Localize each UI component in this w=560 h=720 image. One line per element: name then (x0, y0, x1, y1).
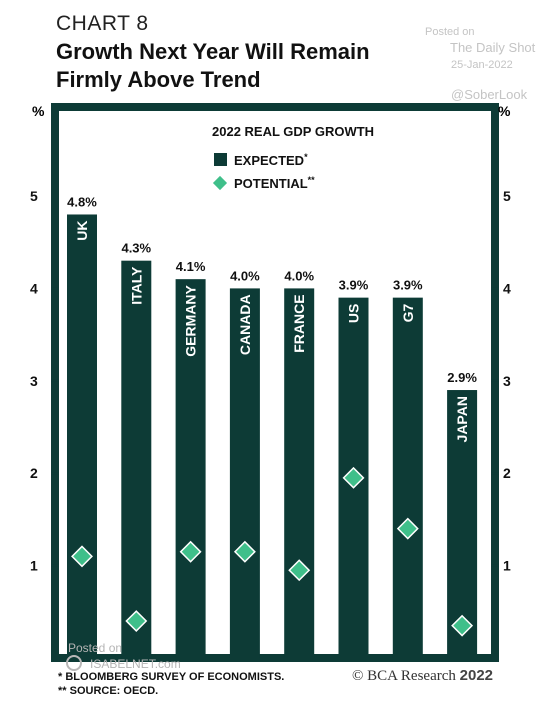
potential-marker-japan (451, 614, 474, 637)
footnote-2-mark: ** (58, 685, 67, 697)
chart-frame (51, 103, 499, 662)
data-label-us: 3.9% (339, 278, 369, 293)
legend-expected-mark: * (304, 152, 308, 162)
watermark-source: The Daily Shot (450, 40, 536, 55)
legend-expected-label: EXPECTED* (234, 152, 308, 168)
title-line-2: Firmly Above Trend (56, 67, 261, 92)
y-unit-right: % (498, 103, 511, 119)
data-label-japan: 2.9% (447, 370, 477, 385)
y-tick-right-label-1: 1 (503, 558, 511, 574)
potential-marker-uk (71, 545, 93, 568)
globe-icon (66, 655, 82, 671)
category-label-us: US (346, 304, 362, 323)
chart-number: CHART 8 (56, 12, 149, 35)
category-label-canada: CANADA (237, 294, 253, 355)
potential-marker-france (288, 559, 311, 582)
watermark-posted-on-2: Posted on (68, 641, 123, 655)
bar-france (284, 288, 315, 658)
data-label-germany: 4.1% (176, 259, 206, 274)
title-line-1: Growth Next Year Will Remain (56, 39, 370, 64)
y-tick-left-label-5: 5 (30, 188, 38, 204)
legend-potential-label: POTENTIAL** (234, 175, 315, 191)
data-label-g7: 3.9% (393, 278, 423, 293)
legend-expected-name: EXPECTED (234, 153, 304, 168)
brand-year: 2022 (459, 667, 494, 684)
footnote-1: * BLOOMBERG SURVEY OF ECONOMISTS. (58, 671, 284, 683)
bar-canada (229, 288, 260, 658)
legend-potential-mark: ** (308, 175, 316, 185)
y-tick-left-label-3: 3 (30, 373, 38, 389)
data-label-france: 4.0% (284, 268, 314, 283)
y-tick-left-label-2: 2 (30, 465, 38, 481)
watermark-date: 25-Jan-2022 (451, 59, 513, 71)
y-tick-right-label-5: 5 (503, 188, 511, 204)
data-label-canada: 4.0% (230, 268, 260, 283)
category-label-germany: GERMANY (183, 285, 199, 357)
footnote-1-mark: * (58, 671, 63, 683)
category-label-uk: UK (74, 220, 90, 240)
y-tick-right-label-2: 2 (503, 465, 511, 481)
legend-expected-swatch (214, 153, 227, 166)
bar-germany (175, 279, 206, 658)
watermark-handle: @SoberLook (451, 87, 528, 102)
brand-credit: © BCA Research 2022 (352, 667, 493, 685)
y-tick-left-label-4: 4 (30, 280, 38, 296)
legend-title: 2022 REAL GDP GROWTH (212, 124, 374, 139)
bar-italy (121, 260, 152, 658)
footnote-1-text: BLOOMBERG SURVEY OF ECONOMISTS. (65, 671, 285, 683)
legend-potential-name: POTENTIAL (234, 176, 308, 191)
brand-name: © BCA Research (352, 668, 456, 684)
footnote-2: ** SOURCE: OECD. (58, 685, 158, 697)
bar-uk (67, 214, 97, 659)
potential-marker-italy (125, 610, 148, 633)
category-label-italy: ITALY (128, 266, 144, 305)
data-label-italy: 4.3% (121, 241, 151, 256)
potential-marker-germany (179, 540, 202, 563)
watermark-posted-on: Posted on (425, 26, 475, 38)
category-label-france: FRANCE (291, 294, 307, 352)
y-tick-right-label-4: 4 (503, 280, 511, 296)
chart-title: Growth Next Year Will Remain Firmly Abov… (56, 38, 396, 94)
potential-marker-us (342, 466, 365, 489)
watermark-site: ISABELNET.com (90, 657, 181, 671)
legend-potential-swatch (212, 175, 228, 191)
potential-marker-g7 (396, 517, 419, 540)
category-label-g7: G7 (400, 303, 416, 322)
data-label-uk: 4.8% (67, 194, 97, 209)
footnote-2-text: SOURCE: OECD. (69, 685, 159, 697)
y-tick-left-label-1: 1 (30, 558, 38, 574)
potential-marker-canada (233, 540, 256, 563)
bar-g7 (392, 297, 423, 658)
bar-japan (447, 390, 478, 658)
y-tick-right-label-3: 3 (503, 373, 511, 389)
category-label-japan: JAPAN (454, 396, 470, 442)
y-unit-left: % (32, 103, 45, 119)
